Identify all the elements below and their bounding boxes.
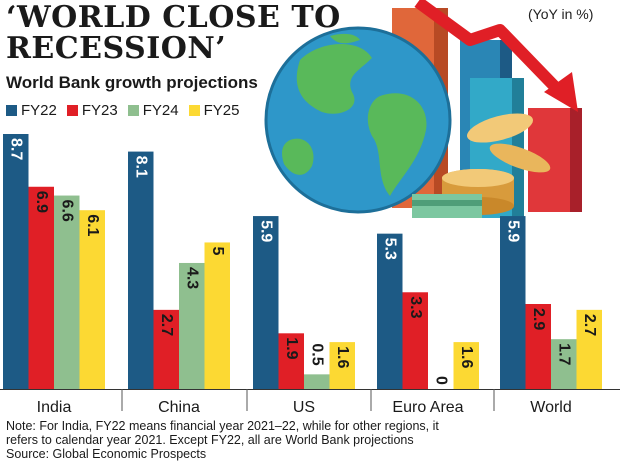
value-label-world-fy25: 2.7 (581, 314, 598, 336)
bar-china-fy22 (128, 151, 154, 389)
category-label-euro-area: Euro Area (392, 399, 463, 416)
value-label-india-fy24: 6.6 (59, 200, 76, 222)
value-label-us-fy22: 5.9 (258, 220, 275, 242)
value-label-euro-area-fy25: 1.6 (458, 346, 475, 368)
legend-item-fy23: FY23 (66, 102, 118, 119)
legend-item-fy24: FY24 (127, 102, 179, 119)
bar-euro-area-fy23 (402, 292, 428, 389)
value-label-world-fy22: 5.9 (505, 220, 522, 242)
category-label-china: China (158, 399, 200, 416)
legend-label-fy25: FY25 (203, 102, 240, 119)
bar-chart: 8.7 6.9 6.6 6.1 India 8.1 2.7 4.3 5 China 5.9 1.9 0.… (0, 134, 620, 416)
value-label-us-fy25: 1.6 (334, 346, 351, 368)
note-line-2: refers to calendar year 2021. Except FY2… (6, 433, 414, 447)
value-label-china-fy22: 8.1 (133, 156, 150, 178)
value-label-euro-area-fy22: 5.3 (382, 238, 399, 260)
value-label-india-fy25: 6.1 (84, 214, 101, 236)
value-label-us-fy24: 0.5 (309, 343, 326, 365)
unit-label: (YoY in %) (528, 6, 594, 22)
chart-subtitle: World Bank growth projections (6, 73, 258, 92)
bar-india-fy25 (79, 210, 105, 389)
bar-world-fy24 (551, 339, 577, 389)
value-label-china-fy23: 2.7 (158, 314, 175, 336)
bar-world-fy22 (500, 216, 526, 389)
value-label-euro-area-fy23: 3.3 (407, 296, 424, 318)
title-line-1: ‘WORLD CLOSE TO (6, 0, 341, 35)
bar-china-fy23 (153, 309, 179, 389)
legend-label-fy22: FY22 (21, 102, 57, 119)
value-label-euro-area-fy24: 0 (433, 376, 450, 385)
value-label-india-fy23: 6.9 (33, 191, 50, 213)
bar-china-fy25 (204, 242, 230, 389)
value-label-world-fy23: 2.9 (530, 308, 547, 330)
legend-swatch-fy22 (6, 105, 17, 116)
title-line-2: RECESSION’ (6, 31, 227, 66)
chart-title: ‘WORLD CLOSE TO RECESSION’ (6, 2, 341, 64)
value-label-china-fy25: 5 (209, 246, 226, 255)
legend-label-fy24: FY24 (142, 102, 179, 119)
legend-item-fy25: FY25 (188, 102, 240, 119)
bar-us-fy22 (253, 216, 279, 389)
value-label-world-fy24: 1.7 (556, 343, 573, 365)
value-label-us-fy23: 1.9 (283, 337, 300, 359)
value-label-china-fy24: 4.3 (184, 267, 201, 289)
category-label-us: US (293, 399, 315, 416)
bar-euro-area-fy22 (377, 233, 403, 389)
bar-euro-area-fy25 (453, 342, 479, 389)
legend-swatch-fy25 (188, 105, 200, 116)
legend-label-fy23: FY23 (81, 102, 118, 119)
legend: FY22 FY23 FY24 FY25 (6, 102, 239, 119)
legend-item-fy22: FY22 (6, 102, 57, 119)
bar-us-fy25 (329, 342, 355, 389)
legend-swatch-fy24 (127, 105, 139, 116)
bar-us-fy24 (304, 374, 330, 389)
bar-india-fy23 (28, 186, 54, 389)
category-label-world: World (530, 399, 572, 416)
bar-world-fy23 (525, 304, 551, 389)
footnote: Note: For India, FY22 means financial ye… (6, 419, 611, 461)
bar-india-fy24 (54, 195, 80, 389)
bar-us-fy23 (278, 333, 304, 389)
bar-china-fy24 (179, 262, 205, 389)
note-line-1: Note: For India, FY22 means financial ye… (6, 419, 439, 433)
bar-world-fy25 (576, 309, 602, 389)
source-line: Source: Global Economic Prospects (6, 447, 207, 461)
category-label-india: India (37, 399, 72, 416)
legend-swatch-fy23 (66, 105, 78, 116)
value-label-india-fy22: 8.7 (8, 138, 25, 160)
bar-india-fy22 (3, 134, 29, 389)
